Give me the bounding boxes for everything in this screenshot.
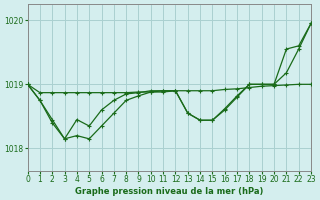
X-axis label: Graphe pression niveau de la mer (hPa): Graphe pression niveau de la mer (hPa)	[75, 187, 263, 196]
